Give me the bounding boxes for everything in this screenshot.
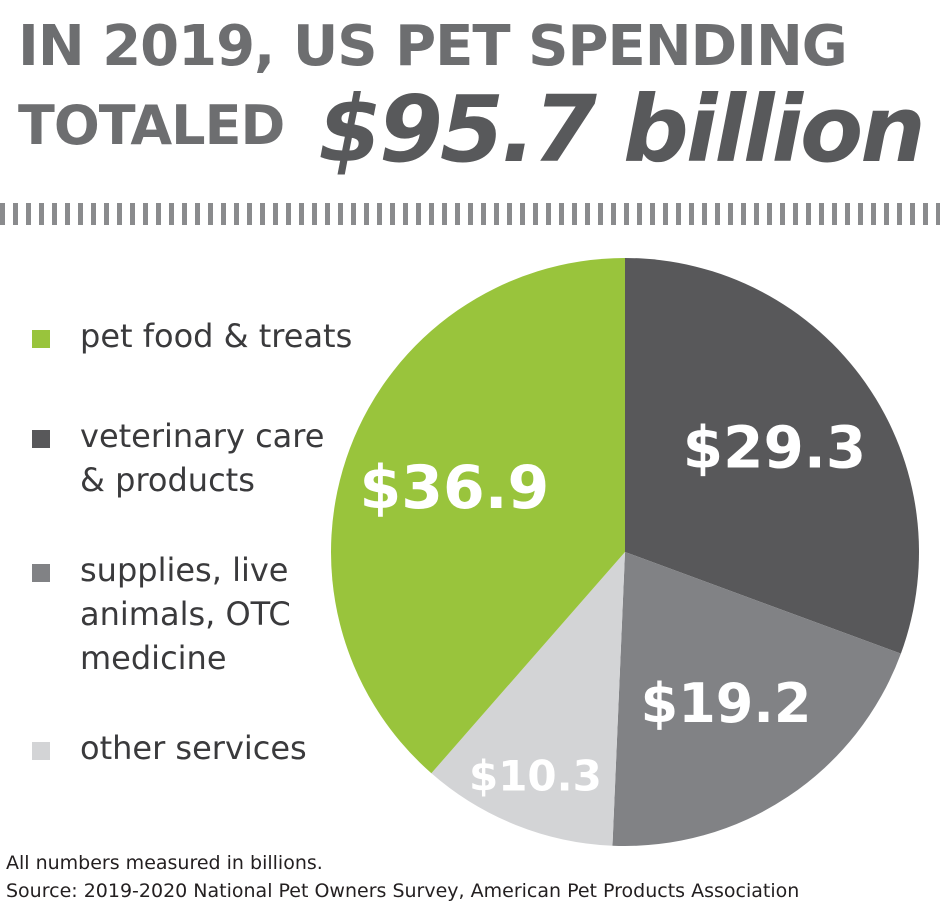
headline-total: $95.7 billion xyxy=(318,76,926,183)
pie-slice-veterinary xyxy=(625,258,919,654)
slice-value-label-other-services: $10.3 xyxy=(469,751,602,800)
tick-divider xyxy=(0,203,940,225)
slice-value-label-veterinary: $29.3 xyxy=(683,414,866,482)
pie-slice-supplies xyxy=(612,552,901,846)
slice-value-label-pet-food: $36.9 xyxy=(359,453,549,523)
slice-value-label-supplies: $19.2 xyxy=(641,672,812,735)
headline-line-1: IN 2019, US PET SPENDING xyxy=(18,14,848,79)
legend-label-other-services: other services xyxy=(80,729,307,767)
headline-line-2: TOTALED xyxy=(18,94,285,157)
legend-label-supplies: supplies, live animals, OTC medicine xyxy=(80,551,291,677)
pie-slice-pet-food xyxy=(331,258,625,774)
legend-swatch-veterinary xyxy=(32,430,50,448)
legend-label-pet-food: pet food & treats xyxy=(80,317,353,355)
units-note: All numbers measured in billions. xyxy=(6,852,323,874)
source-note: Source: 2019-2020 National Pet Owners Su… xyxy=(6,880,800,902)
legend-swatch-other-services xyxy=(32,742,50,760)
pie-slice-other-services xyxy=(431,552,625,846)
legend-swatch-supplies xyxy=(32,564,50,582)
legend-label-veterinary: veterinary care & products xyxy=(80,417,325,499)
legend-swatch-pet-food xyxy=(32,330,50,348)
